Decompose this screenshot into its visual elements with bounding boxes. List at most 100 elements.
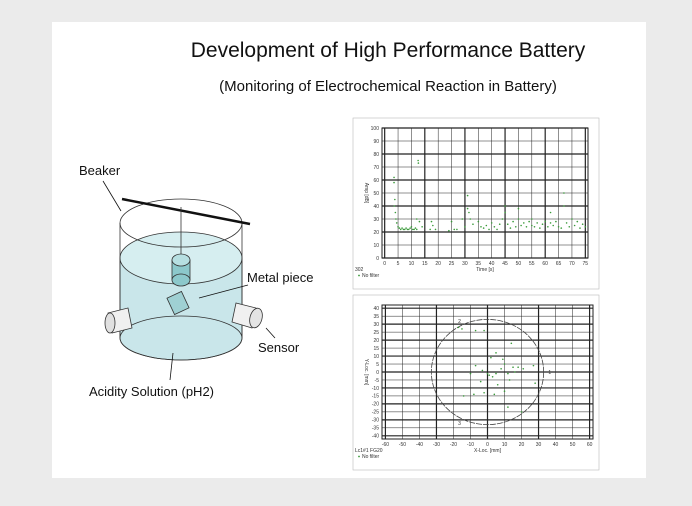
y-tick-label: -35 xyxy=(372,426,379,432)
data-point xyxy=(507,406,509,408)
y-axis-label: Amp [dB] xyxy=(363,183,369,204)
corner-label: 302 xyxy=(355,267,364,273)
label-solution: Acidity Solution (pH2) xyxy=(89,384,214,399)
data-point xyxy=(563,192,565,194)
data-point xyxy=(581,223,584,225)
y-tick-label: 0 xyxy=(376,256,379,262)
data-point xyxy=(507,372,509,375)
sensor-marker-label: 3 xyxy=(458,421,461,427)
data-point xyxy=(517,366,519,369)
data-point xyxy=(456,228,458,231)
x-tick-label: 25 xyxy=(449,261,455,267)
y-axis-label: Y-Loc. [mm] xyxy=(363,359,369,386)
legend-marker xyxy=(358,455,360,458)
data-point xyxy=(395,218,397,220)
data-point xyxy=(479,380,482,383)
data-point xyxy=(409,227,411,229)
x-tick-label: -20 xyxy=(450,442,457,448)
data-point xyxy=(571,218,573,220)
data-point xyxy=(411,228,414,231)
x-tick-label: 20 xyxy=(435,261,441,267)
data-point xyxy=(483,391,485,394)
data-point xyxy=(488,374,491,376)
x-tick-label: 45 xyxy=(502,261,508,267)
data-point xyxy=(514,226,517,228)
y-tick-label: 20 xyxy=(373,230,379,236)
data-point xyxy=(397,226,399,228)
data-point xyxy=(395,222,398,224)
data-point xyxy=(506,223,509,225)
x-tick-label: 5 xyxy=(397,261,400,267)
y-tick-label: 35 xyxy=(373,314,379,320)
data-point xyxy=(398,227,401,229)
data-point xyxy=(541,223,544,225)
data-point xyxy=(504,211,506,214)
data-point xyxy=(491,375,494,378)
y-tick-label: 100 xyxy=(371,126,380,132)
data-point xyxy=(525,226,528,228)
data-point xyxy=(477,220,480,223)
y-tick-label: -30 xyxy=(372,418,379,424)
data-point xyxy=(563,205,565,207)
plot-area xyxy=(381,304,594,440)
data-point xyxy=(481,369,484,372)
y-tick-label: 40 xyxy=(373,204,379,210)
data-point xyxy=(552,224,555,227)
data-point xyxy=(512,220,514,223)
data-point xyxy=(403,228,406,231)
data-point xyxy=(502,358,504,361)
x-tick-label: 35 xyxy=(476,261,482,267)
y-tick-label: 10 xyxy=(373,354,379,360)
data-point xyxy=(513,371,516,373)
data-point xyxy=(469,372,472,375)
y-tick-label: 25 xyxy=(373,330,379,336)
y-tick-label: 40 xyxy=(373,306,379,312)
y-tick-label: 0 xyxy=(376,370,379,376)
data-point xyxy=(462,395,465,397)
y-tick-label: 60 xyxy=(373,178,379,184)
label-beaker: Beaker xyxy=(79,163,121,178)
x-tick-label: 30 xyxy=(536,442,542,448)
data-point xyxy=(517,218,520,220)
data-point xyxy=(394,211,397,214)
legend-label: No filter xyxy=(362,454,380,460)
beaker-diagram xyxy=(102,180,276,381)
data-point xyxy=(482,227,485,229)
data-point xyxy=(522,368,525,370)
plot-area xyxy=(381,127,589,259)
data-point xyxy=(520,411,523,413)
data-point xyxy=(531,224,533,227)
amplitude-chart-frame xyxy=(352,117,600,290)
data-point xyxy=(531,218,533,220)
y-tick-label: 5 xyxy=(376,362,379,368)
y-tick-label: -40 xyxy=(372,434,379,440)
solution-arrow xyxy=(169,352,174,381)
y-tick-label: -20 xyxy=(372,402,379,408)
x-tick-label: 10 xyxy=(409,261,415,267)
x-tick-label: 60 xyxy=(542,261,548,267)
data-point xyxy=(421,226,423,228)
data-point xyxy=(565,222,568,224)
x-tick-label: -40 xyxy=(416,442,423,448)
data-point xyxy=(466,194,469,197)
data-point xyxy=(520,224,522,227)
data-point xyxy=(544,220,546,223)
x-tick-label: 15 xyxy=(422,261,428,267)
data-point xyxy=(474,329,477,332)
sensor-left xyxy=(104,307,133,334)
data-point xyxy=(418,220,421,223)
x-tick-label: 70 xyxy=(569,261,575,267)
data-point xyxy=(496,228,498,231)
data-point xyxy=(468,211,470,214)
data-point xyxy=(488,228,490,231)
data-point xyxy=(434,228,437,231)
sensor-arrow xyxy=(265,327,276,339)
data-point xyxy=(417,162,420,164)
x-tick-label: 40 xyxy=(553,442,559,448)
data-point xyxy=(401,227,403,229)
data-point xyxy=(457,326,460,329)
data-point xyxy=(547,226,549,228)
sensor-marker-label: 2 xyxy=(458,319,461,325)
data-point xyxy=(453,228,456,231)
